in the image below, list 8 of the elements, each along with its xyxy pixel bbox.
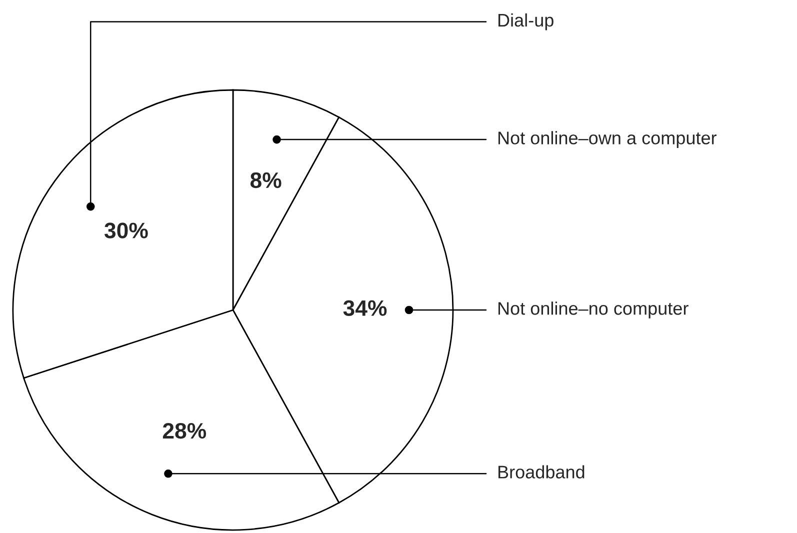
data-label: 28% (162, 422, 206, 439)
slice-label: Not online–own a computer (498, 131, 717, 148)
slice-label: Dial-up (498, 13, 554, 30)
data-label: 8% (250, 172, 282, 188)
slice-label: Broadband (498, 465, 584, 478)
slice-label: Not online–no computer (498, 302, 688, 318)
data-label: 34% (343, 300, 387, 316)
data-label: 30% (104, 222, 148, 238)
